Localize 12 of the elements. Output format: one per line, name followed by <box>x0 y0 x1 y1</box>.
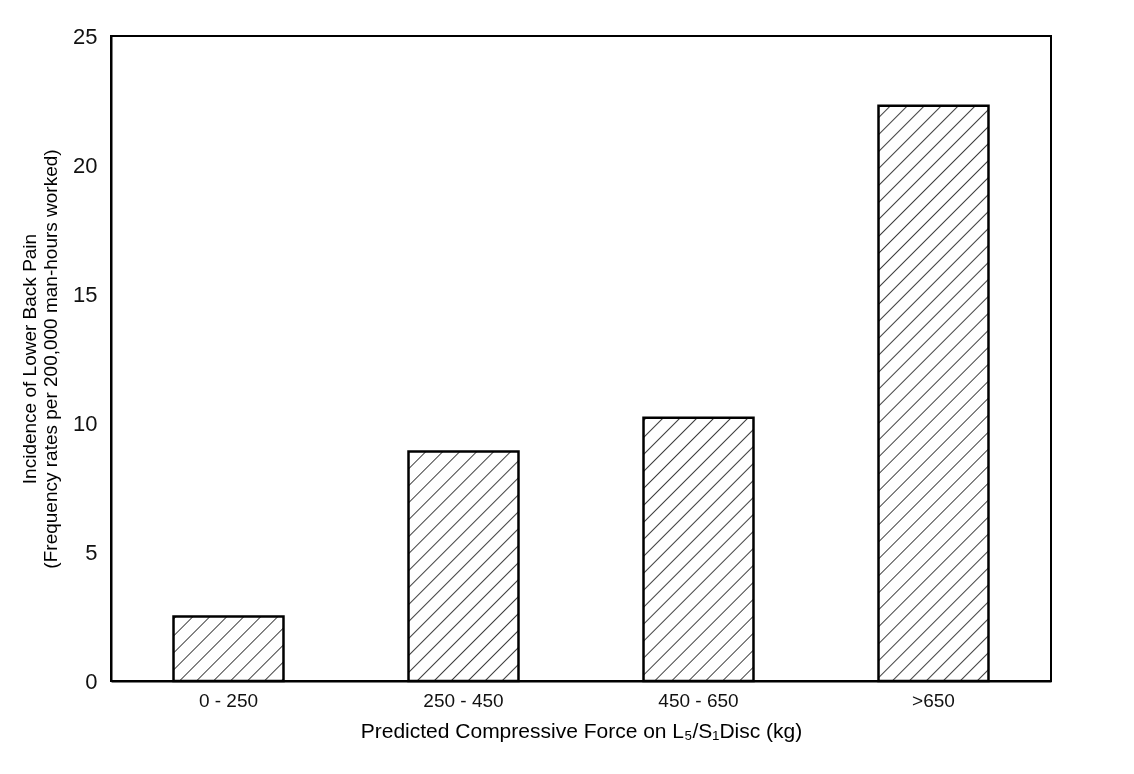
y-axis-title: Incidence of Lower Back Pain (Frequency rates per 200,000 man-hours worked) <box>19 149 62 569</box>
x-tick-label: 250 - 450 <box>423 689 504 711</box>
x-tick-label: 450 - 650 <box>658 689 739 711</box>
y-tick-label: 20 <box>73 152 98 178</box>
x-tick-label: >650 <box>912 689 955 711</box>
y-tick-label: 0 <box>85 668 98 694</box>
x-axis-title: Predicted Compressive Force on L₅/S₁Disc (kg) <box>360 718 803 742</box>
y-tick-label: 15 <box>73 281 98 307</box>
y-tick-label: 10 <box>73 410 98 436</box>
x-tick-label: 0 - 250 <box>198 689 259 711</box>
y-tick-label: 25 <box>73 23 98 49</box>
y-tick-label: 5 <box>85 539 98 565</box>
